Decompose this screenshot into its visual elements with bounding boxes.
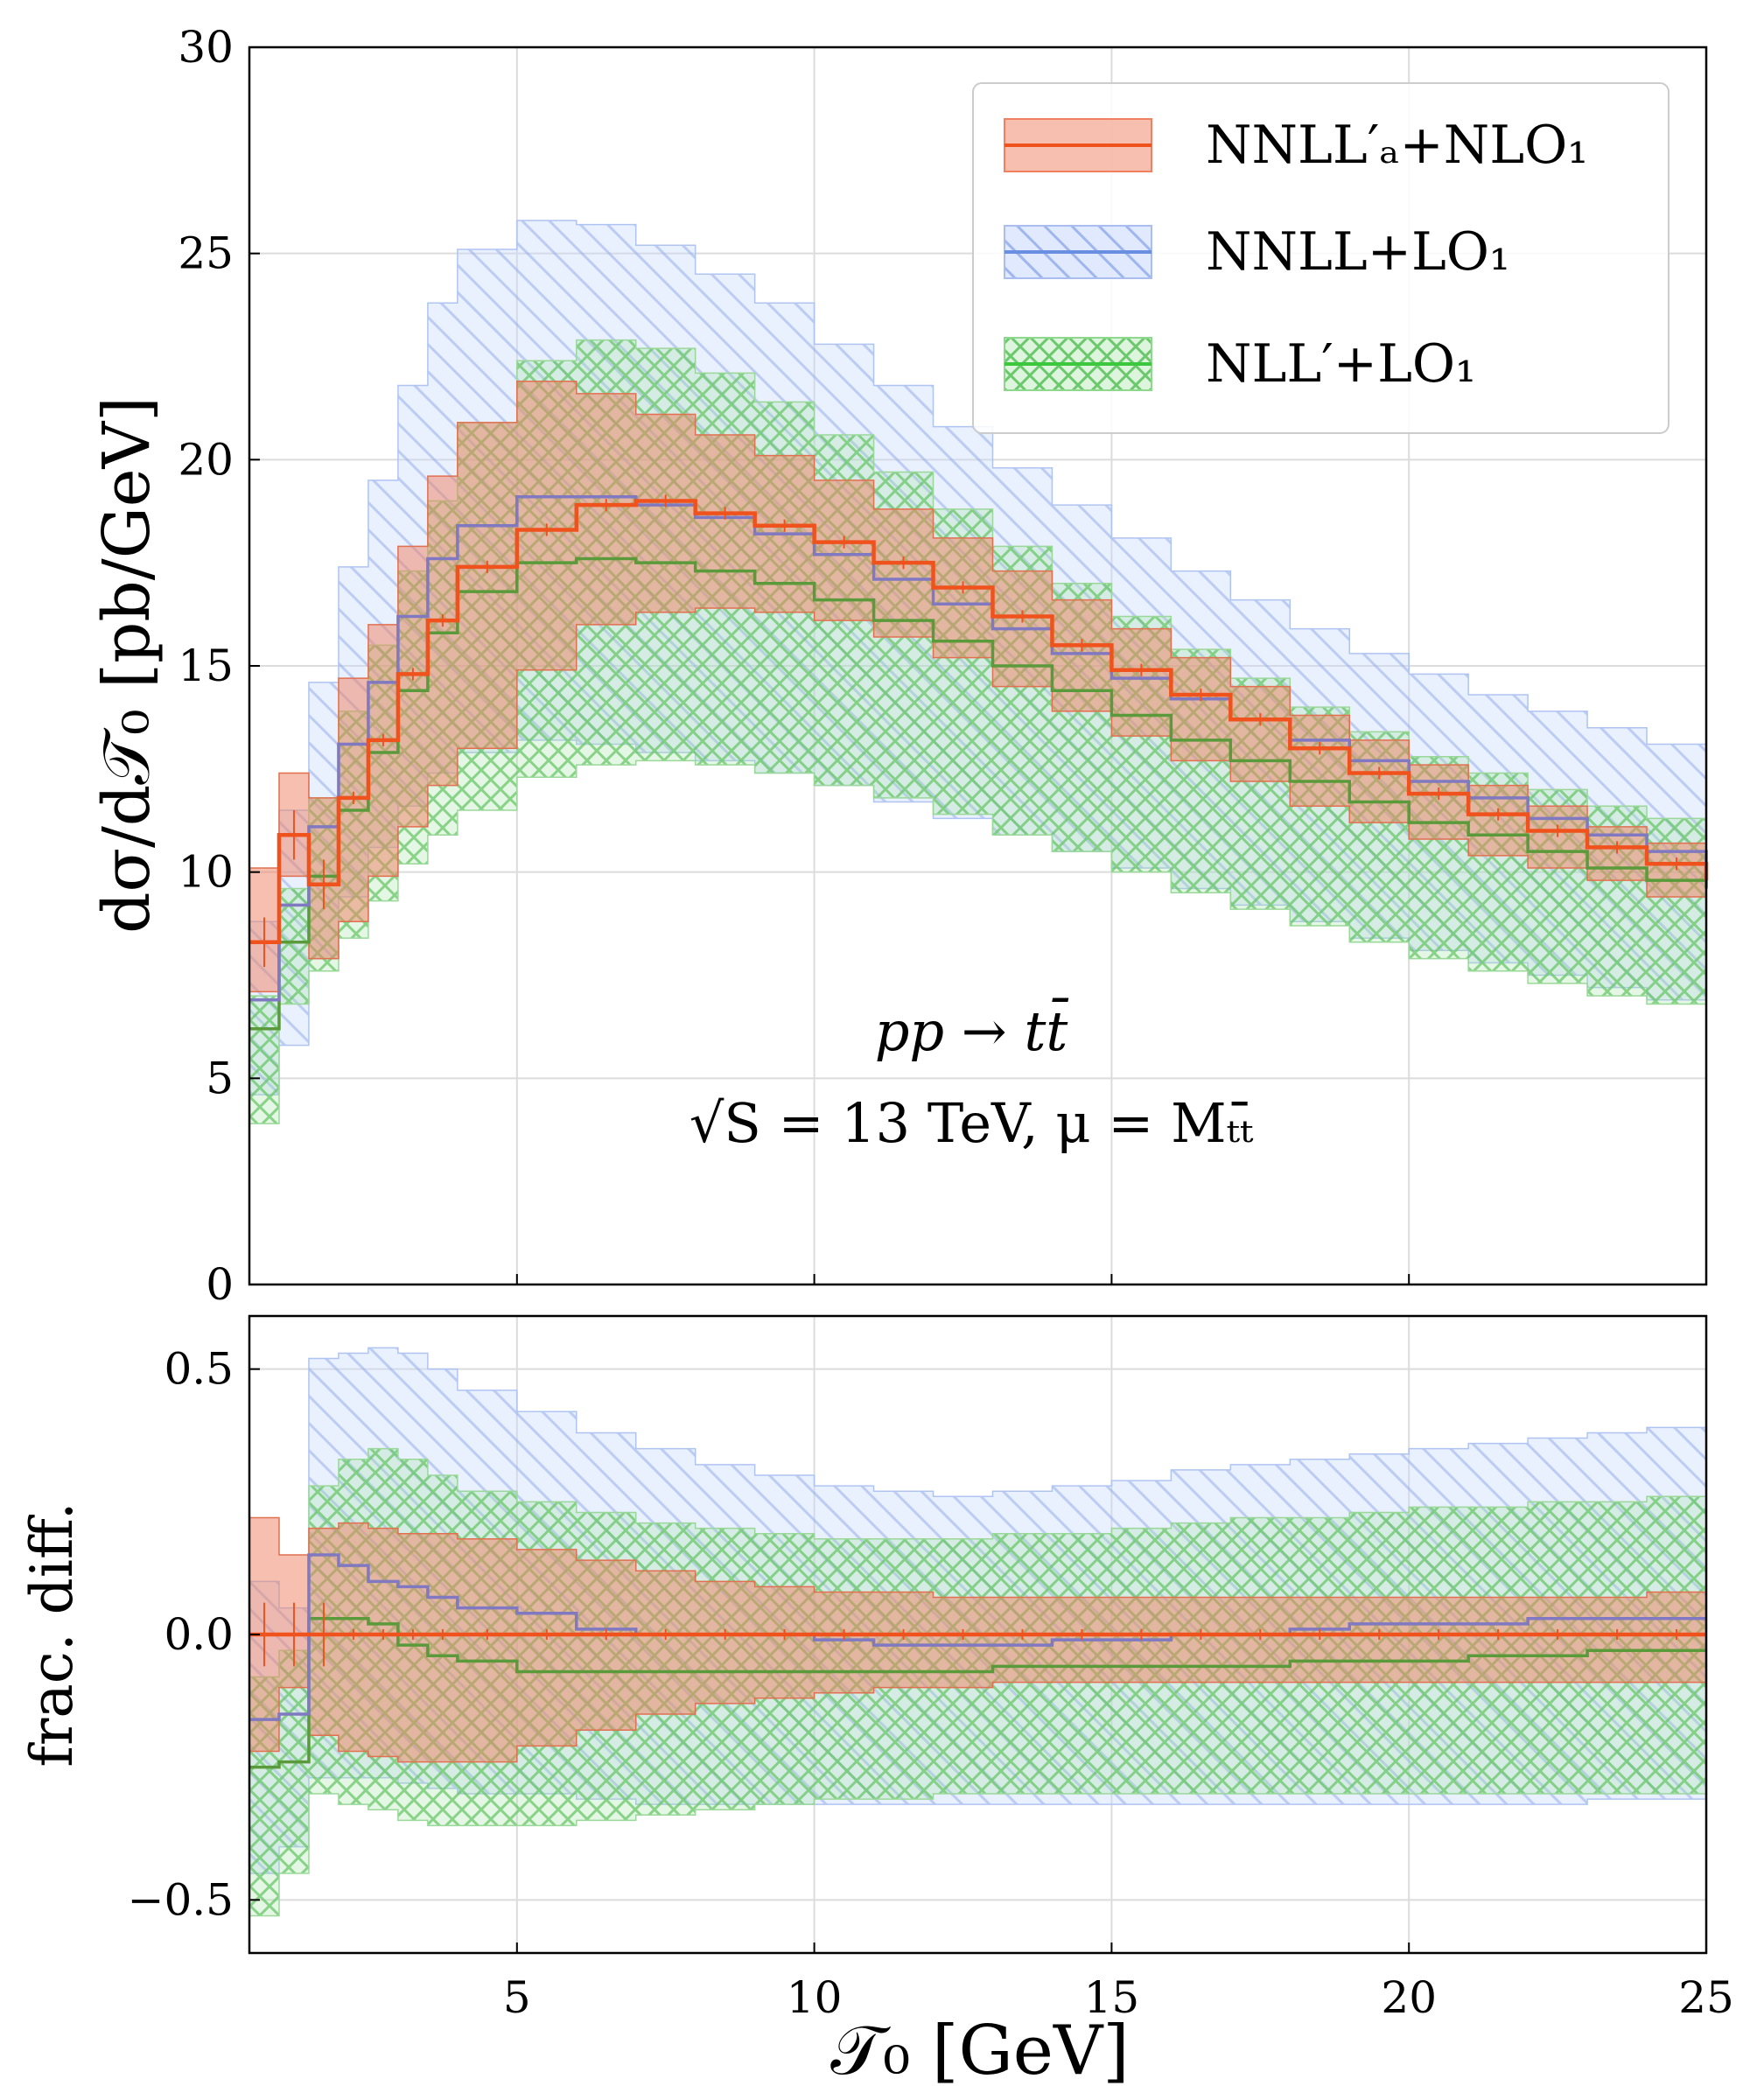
- ratio-x-ticks: 5 10 15 20 25: [503, 1942, 1734, 2023]
- x-tick-label: 5: [503, 1972, 531, 2023]
- x-tick-label: 20: [1381, 1972, 1437, 2023]
- y-tick-label: 20: [178, 434, 234, 485]
- line-nnll-lo1: [249, 495, 1708, 1002]
- ratio-y-axis-title: frac. diff.: [18, 1502, 86, 1767]
- legend-label-nnllprime-nlo1: NNLL′ₐ+NLO₁: [1206, 115, 1588, 176]
- legend-entry-nnllprime-nlo1: NNLL′ₐ+NLO₁: [1004, 115, 1588, 176]
- main-error-bars: [262, 494, 1707, 968]
- ratio-error-bars: [262, 1602, 1707, 1667]
- annotation: pp → tt̄ √S = 13 TeV, μ = Mₜₜ̄: [690, 998, 1254, 1155]
- legend: NNLL′ₐ+NLO₁ NNLL+LO₁ NLL′+LO₁: [972, 82, 1670, 434]
- y-tick-label: 5: [206, 1053, 234, 1103]
- y-tick-label: 0.0: [164, 1609, 234, 1660]
- main-y-axis-title: dσ/d𝒯₀ [pb/GeV]: [89, 396, 164, 934]
- main-panel: 0 5 10 15 20 25 30 dσ/d𝒯₀ [pb/GeV] pp → tt̄ √S…: [89, 22, 1709, 1310]
- ratio-bands: [248, 1347, 1707, 1917]
- legend-entry-nnll-lo1: NNLL+LO₁: [1004, 221, 1510, 283]
- ratio-panel: −0.5 0.0 0.5 5 10 15 20 25 frac. diff. 𝒯₀ [GeV…: [18, 1314, 1734, 2090]
- ratio-y-ticks: −0.5 0.0 0.5: [128, 1344, 260, 1925]
- main-y-ticks: 0 5 10 15 20 25 30: [178, 22, 260, 1310]
- annotation-process: pp → tt̄: [875, 998, 1069, 1063]
- y-tick-label: 10: [178, 847, 234, 898]
- x-axis-title: 𝒯₀ [GeV]: [830, 2012, 1129, 2090]
- line-nnllprime-nlo1: [249, 499, 1709, 945]
- y-tick-label: 0: [206, 1259, 234, 1310]
- legend-label-nllprime-lo1: NLL′+LO₁: [1206, 333, 1476, 395]
- x-tick-label: 25: [1678, 1972, 1734, 2023]
- y-tick-label: −0.5: [128, 1874, 234, 1925]
- main-lines: [249, 495, 1709, 1031]
- y-tick-label: 25: [178, 228, 234, 279]
- y-tick-label: 0.5: [164, 1344, 234, 1395]
- x-tick-label: 15: [1084, 1972, 1140, 2023]
- y-tick-label: 30: [178, 22, 234, 73]
- legend-entry-nllprime-lo1: NLL′+LO₁: [1004, 333, 1476, 395]
- main-x-ticks: [515, 1274, 1707, 1284]
- x-tick-label: 10: [787, 1972, 843, 2023]
- line-nllprime-lo1: [249, 1617, 1706, 1769]
- legend-label-nnll-lo1: NNLL+LO₁: [1206, 221, 1510, 283]
- annotation-energy-scale: √S = 13 TeV, μ = Mₜₜ̄: [690, 1091, 1254, 1155]
- y-tick-label: 15: [178, 640, 234, 691]
